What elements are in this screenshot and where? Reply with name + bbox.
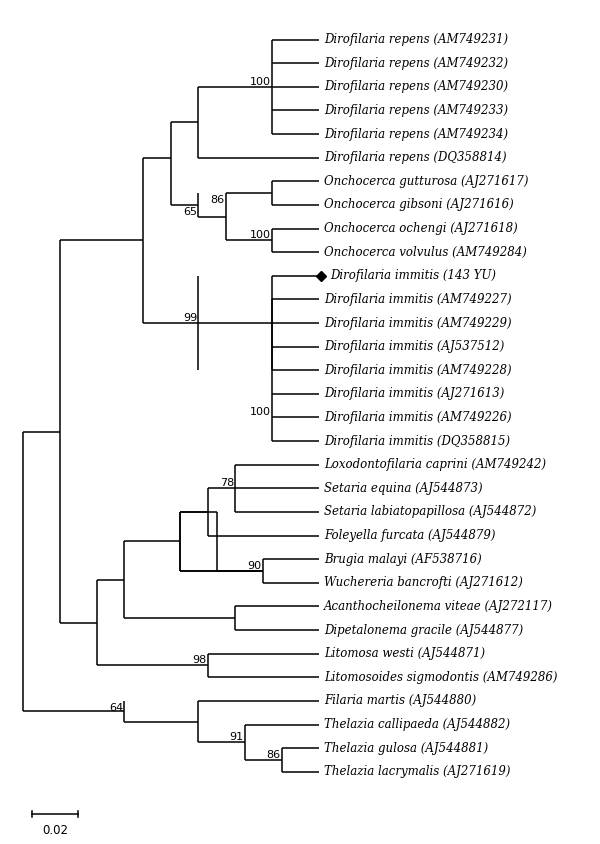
Text: Setaria labiatopapillosa (AJ544872): Setaria labiatopapillosa (AJ544872) [324,506,536,518]
Text: Dirofilaria immitis (AM749228): Dirofilaria immitis (AM749228) [324,364,512,376]
Text: Onchocerca volvulus (AM749284): Onchocerca volvulus (AM749284) [324,246,527,258]
Text: Thelazia gulosa (AJ544881): Thelazia gulosa (AJ544881) [324,742,488,755]
Text: Onchocerca ochengi (AJ271618): Onchocerca ochengi (AJ271618) [324,222,518,235]
Text: Litomosa westi (AJ544871): Litomosa westi (AJ544871) [324,647,485,660]
Text: 99: 99 [183,313,197,323]
Text: Filaria martis (AJ544880): Filaria martis (AJ544880) [324,695,476,707]
Text: 100: 100 [250,230,271,241]
Text: Dirofilaria repens (AM749233): Dirofilaria repens (AM749233) [324,104,508,117]
Text: Dirofilaria repens (AM749234): Dirofilaria repens (AM749234) [324,127,508,141]
Text: 100: 100 [250,77,271,87]
Text: Dirofilaria immitis (AJ537512): Dirofilaria immitis (AJ537512) [324,340,505,353]
Text: Acanthocheilonema viteae (AJ272117): Acanthocheilonema viteae (AJ272117) [324,600,553,613]
Text: Onchocerca gibsoni (AJ271616): Onchocerca gibsoni (AJ271616) [324,198,514,211]
Text: Brugia malayi (AF538716): Brugia malayi (AF538716) [324,553,482,565]
Text: Dirofilaria immitis (143 YU): Dirofilaria immitis (143 YU) [330,269,496,282]
Text: Litomosoides sigmodontis (AM749286): Litomosoides sigmodontis (AM749286) [324,671,558,684]
Text: 100: 100 [250,408,271,418]
Text: Dirofilaria repens (AM749231): Dirofilaria repens (AM749231) [324,33,508,46]
Text: 98: 98 [192,656,206,665]
Text: Foleyella furcata (AJ544879): Foleyella furcata (AJ544879) [324,529,496,542]
Text: Wuchereria bancrofti (AJ271612): Wuchereria bancrofti (AJ271612) [324,576,523,589]
Text: 65: 65 [183,207,197,217]
Text: 78: 78 [220,479,234,489]
Text: Dirofilaria immitis (AM749227): Dirofilaria immitis (AM749227) [324,293,512,306]
Text: Dipetalonema gracile (AJ544877): Dipetalonema gracile (AJ544877) [324,624,523,636]
Text: 90: 90 [248,561,262,571]
Text: Setaria equina (AJ544873): Setaria equina (AJ544873) [324,482,483,495]
Text: Dirofilaria immitis (DQ358815): Dirofilaria immitis (DQ358815) [324,435,511,447]
Text: Dirofilaria repens (AM749230): Dirofilaria repens (AM749230) [324,80,508,94]
Text: 64: 64 [109,703,123,712]
Text: Dirofilaria immitis (AM749226): Dirofilaria immitis (AM749226) [324,411,512,424]
Text: 0.02: 0.02 [42,824,68,836]
Text: Dirofilaria immitis (AM749229): Dirofilaria immitis (AM749229) [324,316,512,329]
Text: Loxodontofilaria caprini (AM749242): Loxodontofilaria caprini (AM749242) [324,458,547,471]
Text: Dirofilaria repens (DQ358814): Dirofilaria repens (DQ358814) [324,151,507,165]
Text: 86: 86 [211,195,225,205]
Text: 91: 91 [229,733,243,742]
Text: Onchocerca gutturosa (AJ271617): Onchocerca gutturosa (AJ271617) [324,175,529,188]
Text: 86: 86 [266,750,280,760]
Text: Dirofilaria immitis (AJ271613): Dirofilaria immitis (AJ271613) [324,387,505,400]
Text: Dirofilaria repens (AM749232): Dirofilaria repens (AM749232) [324,57,508,70]
Text: Thelazia lacrymalis (AJ271619): Thelazia lacrymalis (AJ271619) [324,766,511,778]
Text: Thelazia callipaeda (AJ544882): Thelazia callipaeda (AJ544882) [324,718,511,731]
